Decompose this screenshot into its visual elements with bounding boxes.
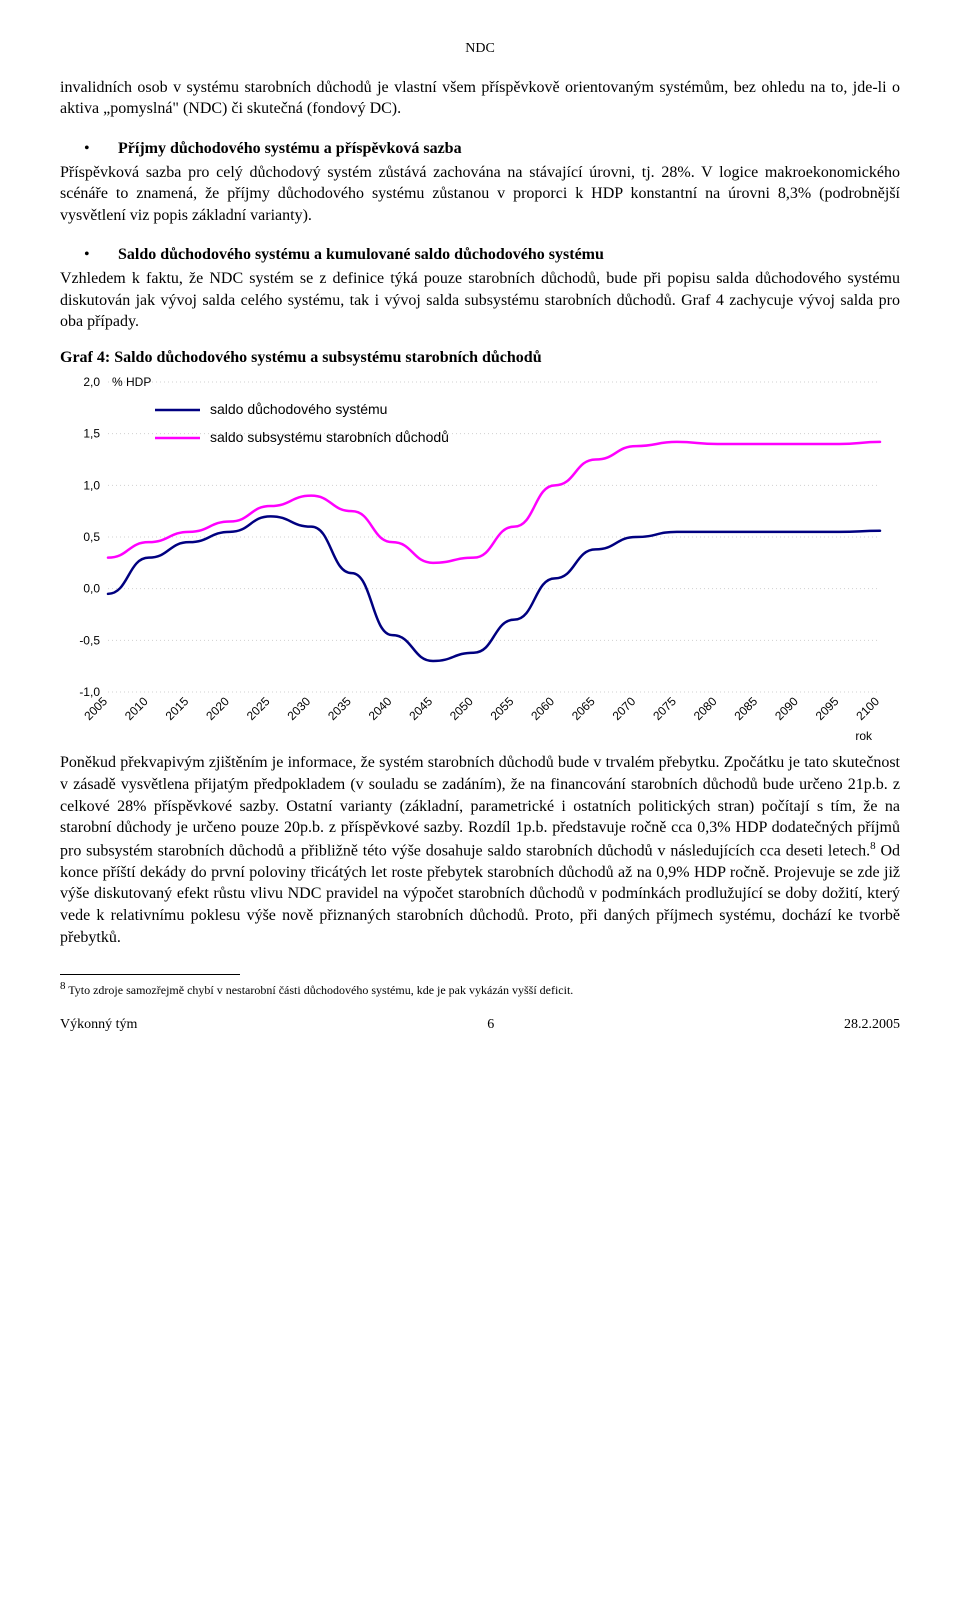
svg-text:2060: 2060 — [528, 694, 557, 723]
footer-page-number: 6 — [487, 1016, 494, 1035]
svg-text:2095: 2095 — [813, 694, 842, 723]
svg-text:2045: 2045 — [406, 694, 435, 723]
saldo-chart: 2,01,51,00,50,0-0,5-1,0% HDP200520102015… — [60, 372, 900, 752]
svg-text:saldo důchodového systému: saldo důchodového systému — [210, 401, 387, 417]
svg-text:2085: 2085 — [731, 694, 760, 723]
svg-text:% HDP: % HDP — [112, 375, 151, 389]
svg-text:2015: 2015 — [163, 694, 192, 723]
footnote-separator — [60, 974, 240, 975]
svg-text:2010: 2010 — [122, 694, 151, 723]
svg-text:2090: 2090 — [772, 694, 801, 723]
svg-text:2035: 2035 — [325, 694, 354, 723]
after-chart-paragraph: Poněkud překvapivým zjištěním je informa… — [60, 752, 900, 948]
svg-text:2055: 2055 — [488, 694, 517, 723]
bullet-icon: • — [60, 244, 118, 266]
svg-text:2020: 2020 — [203, 694, 232, 723]
svg-text:2,0: 2,0 — [83, 375, 100, 389]
svg-text:2075: 2075 — [650, 694, 679, 723]
section2-body: Vzhledem k faktu, že NDC systém se z def… — [60, 268, 900, 333]
svg-text:-0,5: -0,5 — [79, 634, 100, 648]
page-footer: Výkonný tým 6 28.2.2005 — [60, 1016, 900, 1035]
svg-text:2065: 2065 — [569, 694, 598, 723]
chart-title: Graf 4: Saldo důchodového systému a subs… — [60, 347, 900, 369]
footnote-8: 8 Tyto zdroje samozřejmě chybí v nestaro… — [60, 979, 900, 998]
svg-text:2050: 2050 — [447, 694, 476, 723]
svg-text:0,0: 0,0 — [83, 582, 100, 596]
footer-left: Výkonný tým — [60, 1016, 137, 1035]
footer-date: 28.2.2005 — [844, 1016, 900, 1035]
svg-text:1,5: 1,5 — [83, 427, 100, 441]
svg-text:2025: 2025 — [244, 694, 273, 723]
section1-head: •Příjmy důchodového systému a příspěvkov… — [60, 138, 900, 160]
section1-title: Příjmy důchodového systému a příspěvková… — [118, 140, 462, 157]
svg-text:0,5: 0,5 — [83, 530, 100, 544]
svg-text:1,0: 1,0 — [83, 479, 100, 493]
section1-body: Příspěvková sazba pro celý důchodový sys… — [60, 162, 900, 227]
svg-text:saldo subsystému starobních dů: saldo subsystému starobních důchodů — [210, 429, 449, 445]
svg-text:2080: 2080 — [691, 694, 720, 723]
svg-text:rok: rok — [855, 729, 873, 743]
bullet-icon: • — [60, 138, 118, 160]
svg-text:2100: 2100 — [853, 694, 882, 723]
intro-paragraph: invalidních osob v systému starobních dů… — [60, 77, 900, 120]
svg-text:2070: 2070 — [610, 694, 639, 723]
svg-text:2030: 2030 — [284, 694, 313, 723]
svg-text:2040: 2040 — [366, 694, 395, 723]
page-header-short: NDC — [60, 40, 900, 59]
section2-head: •Saldo důchodového systému a kumulované … — [60, 244, 900, 266]
section2-title: Saldo důchodového systému a kumulované s… — [118, 246, 604, 263]
